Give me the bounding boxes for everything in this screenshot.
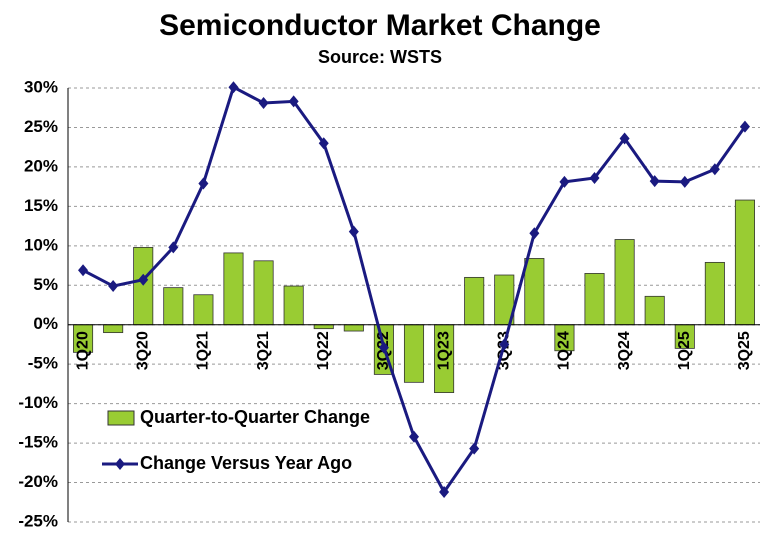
grid (68, 87, 760, 523)
x-tick-label: 1Q20 (74, 331, 91, 370)
bar (584, 273, 605, 326)
marker (739, 120, 750, 133)
bar (283, 285, 304, 326)
y-tick-label: 15% (24, 196, 58, 215)
marker (529, 227, 540, 240)
chart-subtitle: Source: WSTS (318, 47, 442, 67)
marker (138, 273, 149, 286)
marker (348, 225, 359, 238)
bar (103, 324, 124, 334)
marker (228, 81, 239, 94)
marker (499, 338, 510, 351)
marker (409, 430, 419, 443)
bar (704, 261, 725, 326)
bar (524, 258, 545, 326)
marker (318, 137, 329, 150)
y-tick-label: 10% (24, 235, 58, 254)
y-tick-label: 20% (24, 156, 58, 175)
marker (198, 177, 209, 190)
marker (288, 95, 299, 108)
marker (619, 132, 630, 145)
x-tick-label: 1Q24 (556, 331, 573, 370)
x-tick-label: 1Q23 (435, 331, 452, 370)
y-tick-label: -15% (18, 433, 58, 452)
y-tick-label: 30% (24, 77, 58, 96)
marker (108, 280, 119, 293)
bar (343, 324, 364, 332)
legend-label: Change Versus Year Ago (140, 453, 352, 473)
bar (223, 252, 244, 326)
legend-label: Quarter-to-Quarter Change (140, 407, 370, 427)
bar (644, 295, 665, 326)
y-tick-label: -25% (18, 511, 58, 530)
marker (559, 175, 570, 188)
x-tick-label: 1Q21 (195, 331, 212, 370)
legend-swatch (107, 410, 135, 426)
bar (614, 239, 635, 326)
y-tick-label: -20% (18, 472, 58, 491)
bar (133, 246, 154, 326)
legend-marker (115, 458, 125, 470)
marker (168, 241, 179, 254)
marker (679, 175, 690, 188)
bar (403, 324, 425, 383)
bar (734, 199, 755, 326)
x-tick-label: 3Q24 (616, 331, 633, 370)
y-tick-label: -10% (18, 393, 58, 412)
marker (258, 96, 269, 109)
x-tick-label: 3Q21 (255, 331, 272, 370)
marker (589, 171, 600, 184)
chart-title: Semiconductor Market Change (159, 9, 601, 42)
x-tick-label: 1Q25 (676, 331, 693, 370)
y-tick-label: 0% (33, 314, 58, 333)
bar (313, 324, 334, 330)
marker (78, 264, 89, 277)
bar (253, 260, 274, 326)
bar (163, 287, 184, 326)
y-tick-label: 25% (24, 117, 58, 136)
x-tick-label: 3Q25 (736, 331, 753, 370)
bar (464, 276, 485, 326)
x-tick-label: 3Q20 (134, 331, 151, 370)
marker (709, 163, 720, 176)
y-tick-label: -5% (28, 354, 58, 373)
x-tick-label: 1Q22 (315, 331, 332, 370)
marker (469, 442, 480, 455)
marker (378, 341, 389, 354)
marker (439, 486, 450, 499)
y-tick-label: 5% (33, 275, 58, 294)
bar (193, 294, 214, 326)
marker (649, 175, 660, 188)
